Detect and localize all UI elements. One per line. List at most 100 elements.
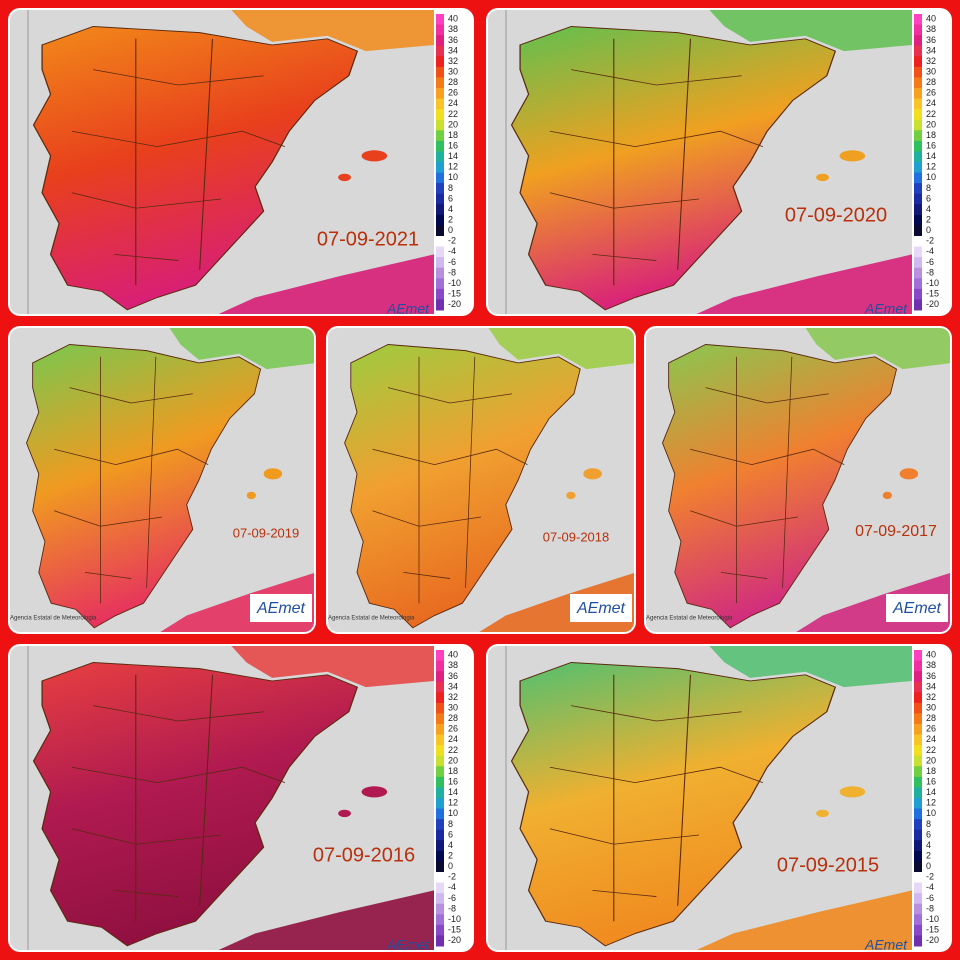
balearic-island: [882, 491, 892, 500]
colorbar-label: 16: [448, 141, 458, 151]
colorbar-swatch: [914, 829, 922, 841]
colorbar-swatch: [436, 808, 444, 820]
colorbar-swatch: [914, 140, 922, 152]
terrain: [510, 646, 913, 950]
colorbar-swatch: [914, 713, 922, 725]
colorbar-swatch: [914, 267, 922, 279]
colorbar-swatch: [914, 214, 922, 226]
logo-box: [570, 594, 632, 622]
colorbar-swatch: [436, 766, 444, 778]
colorbar-label: 40: [448, 14, 458, 24]
colorbar-label: 2: [448, 851, 453, 861]
map-area: [646, 328, 950, 632]
colorbar-swatch: [436, 119, 444, 131]
colorbar-swatch: [914, 808, 922, 820]
terrain: [661, 328, 950, 632]
balearic-island: [338, 809, 351, 818]
colorbar-label: 2: [448, 215, 453, 225]
colorbar-swatch: [436, 257, 444, 269]
colorbar-label: 36: [448, 671, 458, 681]
logo: AEmet: [864, 937, 908, 953]
map-panel: 07-09-2017 AEmet Agencia Estatal de Meteor…: [644, 326, 952, 634]
colorbar-label: 38: [926, 660, 936, 670]
colorbar-label: 10: [926, 808, 936, 818]
colorbar-label: -8: [448, 903, 456, 913]
map-panel: 07-09-2019 AEmet Agencia Estatal de Meteor…: [8, 326, 316, 634]
colorbar-label: 12: [448, 162, 458, 172]
colorbar-swatch: [914, 24, 922, 36]
colorbar-label: -6: [448, 257, 456, 267]
colorbar-swatch: [436, 914, 444, 926]
terrain: [344, 328, 634, 632]
colorbar-swatch: [436, 109, 444, 121]
colorbar-swatch: [914, 45, 922, 57]
balearic-island: [839, 150, 866, 162]
colorbar-label: 30: [926, 67, 936, 77]
balearic-island: [361, 786, 388, 798]
colorbar-swatch: [436, 151, 444, 163]
colorbar-swatch: [914, 872, 922, 884]
colorbar-label: 0: [926, 225, 931, 235]
colorbar-label: -15: [926, 289, 939, 299]
france: [804, 328, 950, 370]
colorbar-swatch: [914, 130, 922, 142]
colorbar-label: 2: [926, 215, 931, 225]
colorbar-swatch: [436, 14, 444, 26]
provinces: [549, 38, 764, 286]
colorbar-swatch: [914, 288, 922, 300]
colorbar-swatch: [914, 766, 922, 778]
agency-name: Agencia Estatal de Meteorologia: [10, 616, 97, 622]
colorbar-swatch: [914, 183, 922, 195]
colorbar-label: 4: [926, 204, 931, 214]
map-date: 07-09-2017: [855, 523, 937, 540]
africa: [773, 572, 950, 632]
colorbar-swatch: [914, 692, 922, 704]
colorbar-label: 28: [926, 77, 936, 87]
colorbar-label: 34: [926, 45, 936, 55]
map-area: [328, 328, 634, 632]
terrain: [510, 10, 913, 314]
map-date: 07-09-2015: [777, 854, 879, 876]
iberia: [344, 344, 581, 629]
colorbar-label: 0: [926, 861, 931, 871]
colorbar-swatch: [436, 745, 444, 757]
balearic-island: [263, 468, 283, 480]
map-area: [488, 646, 913, 950]
colorbar-label: -8: [926, 903, 934, 913]
colorbar-label: 22: [926, 745, 936, 755]
colorbar-swatch: [436, 882, 444, 894]
colorbar-swatch: [914, 35, 922, 47]
colorbar-swatch: [914, 172, 922, 184]
colorbar-label: 30: [448, 67, 458, 77]
colorbar-label: 36: [448, 35, 458, 45]
colorbar-label: 38: [448, 24, 458, 34]
colorbar-label: 8: [448, 183, 453, 193]
colorbar-swatch: [914, 702, 922, 714]
balearic-island: [816, 809, 829, 818]
colorbar-label: 26: [926, 724, 936, 734]
logo: AEmet: [864, 301, 908, 317]
colorbar-swatch: [436, 713, 444, 725]
map-area: [10, 328, 314, 632]
map-area: [10, 10, 435, 314]
france: [229, 10, 435, 52]
colorbar-label: -10: [926, 914, 939, 924]
colorbar-label: 14: [448, 787, 458, 797]
terrain: [32, 646, 435, 950]
colorbar-swatch: [914, 819, 922, 831]
colorbar-swatch: [436, 130, 444, 142]
colorbar-swatch: [436, 903, 444, 915]
colorbar-swatch: [436, 214, 444, 226]
colorbar-swatch: [436, 650, 444, 662]
colorbar-swatch: [436, 798, 444, 810]
colorbar-label: 14: [926, 151, 936, 161]
colorbar-label: -6: [448, 893, 456, 903]
colorbar-label: -20: [926, 299, 939, 309]
colorbar-label: -20: [448, 935, 461, 945]
colorbar-label: 2: [926, 851, 931, 861]
colorbar-label: 16: [926, 141, 936, 151]
colorbar-swatch: [436, 787, 444, 799]
colorbar-label: 34: [448, 681, 458, 691]
colorbar-label: -10: [926, 278, 939, 288]
